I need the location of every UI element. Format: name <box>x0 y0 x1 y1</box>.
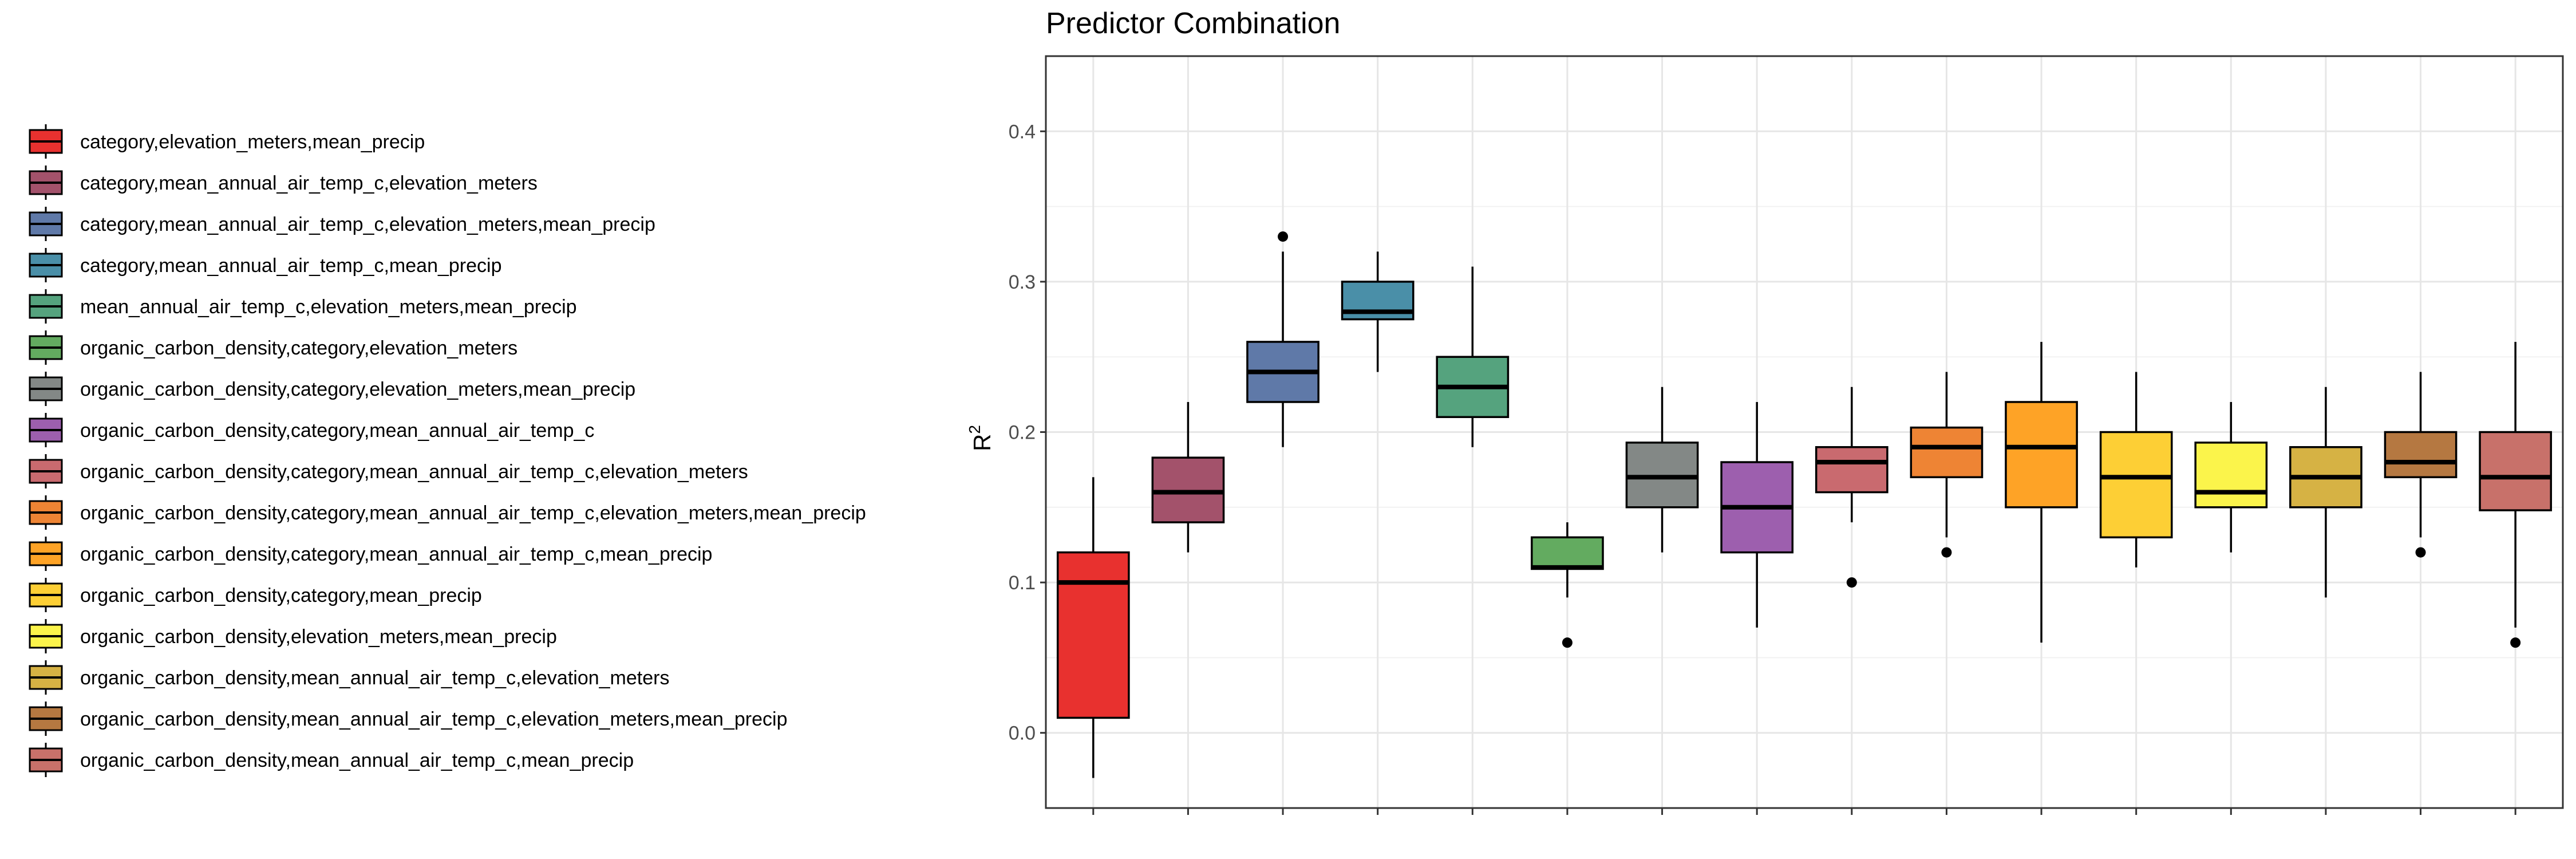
legend-item: organic_carbon_density,category,elevatio… <box>29 372 635 406</box>
legend-label: category,elevation_meters,mean_precip <box>80 131 425 153</box>
grid <box>1046 56 2563 808</box>
box-15 <box>2384 372 2458 558</box>
legend-item: mean_annual_air_temp_c,elevation_meters,… <box>29 289 577 324</box>
y-tick-label: 0.3 <box>1009 271 1036 293</box>
legend-label: organic_carbon_density,category,elevatio… <box>80 337 517 359</box>
legend-item: organic_carbon_density,category,mean_ann… <box>29 495 866 530</box>
box-1 <box>1056 477 1130 778</box>
outlier-point <box>2415 547 2426 558</box>
legend-item: category,elevation_meters,mean_precip <box>29 124 425 159</box>
legend-item: organic_carbon_density,elevation_meters,… <box>29 619 557 653</box>
outlier-point <box>2510 637 2521 648</box>
y-axis-label-base: R <box>969 434 995 451</box>
box-iqr <box>1056 551 1130 719</box>
chart-title: Predictor Combination <box>1046 7 1340 40</box>
legend-item: organic_carbon_density,mean_annual_air_t… <box>29 743 634 777</box>
box-5 <box>1436 266 1510 447</box>
box-3 <box>1246 231 1319 447</box>
legend: category,elevation_meters,mean_precipcat… <box>29 124 866 777</box>
box-14 <box>2289 387 2362 598</box>
legend-label: organic_carbon_density,elevation_meters,… <box>80 626 557 648</box>
y-axis-label: R2 <box>966 425 995 451</box>
box-iqr <box>2099 431 2173 539</box>
y-tick-label: 0.0 <box>1009 723 1036 744</box>
legend-label: category,mean_annual_air_temp_c,mean_pre… <box>80 255 502 277</box>
box-4 <box>1341 251 1415 372</box>
legend-label: organic_carbon_density,category,mean_ann… <box>80 420 594 442</box>
y-tick-label: 0.4 <box>1009 121 1036 143</box>
legend-label: category,mean_annual_air_temp_c,elevatio… <box>80 214 655 235</box>
legend-item: organic_carbon_density,category,mean_ann… <box>29 454 748 488</box>
box-16 <box>2479 341 2553 648</box>
panel-border <box>1045 55 2564 809</box>
outlier-point <box>1846 577 1857 588</box>
box-iqr <box>1815 446 1888 494</box>
box-iqr <box>2005 401 2078 509</box>
legend-item: organic_carbon_density,category,elevatio… <box>29 330 517 365</box>
legend-item: organic_carbon_density,mean_annual_air_t… <box>29 702 787 736</box>
legend-label: organic_carbon_density,category,mean_ann… <box>80 461 748 483</box>
legend-item: category,mean_annual_air_temp_c,elevatio… <box>29 207 655 241</box>
legend-label: mean_annual_air_temp_c,elevation_meters,… <box>80 296 577 318</box>
legend-label: organic_carbon_density,category,mean_ann… <box>80 543 712 565</box>
legend-label: organic_carbon_density,category,mean_ann… <box>80 502 866 524</box>
y-tick-label: 0.1 <box>1009 572 1036 594</box>
legend-label: organic_carbon_density,mean_annual_air_t… <box>80 708 787 730</box>
box-11 <box>2005 341 2078 643</box>
box-iqr <box>2479 431 2553 511</box>
outlier-point <box>1278 231 1289 242</box>
box-iqr <box>1910 426 1984 479</box>
legend-label: organic_carbon_density,mean_annual_air_t… <box>80 750 634 771</box>
box-7 <box>1625 387 1699 553</box>
legend-item: category,mean_annual_air_temp_c,elevatio… <box>29 166 538 200</box>
y-axis-label-superscript: 2 <box>966 425 983 434</box>
box-10 <box>1910 372 1984 558</box>
legend-item: organic_carbon_density,category,mean_ann… <box>29 413 594 447</box>
box-13 <box>2194 401 2268 553</box>
plot-panel: 0.0 0.1 0.2 0.3 0.4 <box>1009 55 2564 815</box>
legend-label: category,mean_annual_air_temp_c,elevatio… <box>80 172 538 194</box>
box-iqr <box>2384 431 2458 479</box>
legend-item: organic_carbon_density,mean_annual_air_t… <box>29 660 669 695</box>
y-tick-label: 0.2 <box>1009 422 1036 444</box>
box-6 <box>1531 522 1604 648</box>
outlier-point <box>1562 637 1573 648</box>
legend-item: category,mean_annual_air_temp_c,mean_pre… <box>29 248 502 282</box>
box-9 <box>1815 387 1888 588</box>
legend-item: organic_carbon_density,category,mean_ann… <box>29 537 712 571</box>
legend-label: organic_carbon_density,category,elevatio… <box>80 379 635 400</box>
box-2 <box>1151 401 1225 553</box>
box-8 <box>1720 401 1794 628</box>
box-12 <box>2099 372 2173 568</box>
box-iqr <box>2194 442 2268 509</box>
outlier-point <box>1941 547 1952 558</box>
box-iqr <box>1531 536 1604 570</box>
legend-label: organic_carbon_density,category,mean_pre… <box>80 585 482 606</box>
legend-label: organic_carbon_density,mean_annual_air_t… <box>80 667 669 689</box>
legend-item: organic_carbon_density,category,mean_pre… <box>29 578 482 612</box>
